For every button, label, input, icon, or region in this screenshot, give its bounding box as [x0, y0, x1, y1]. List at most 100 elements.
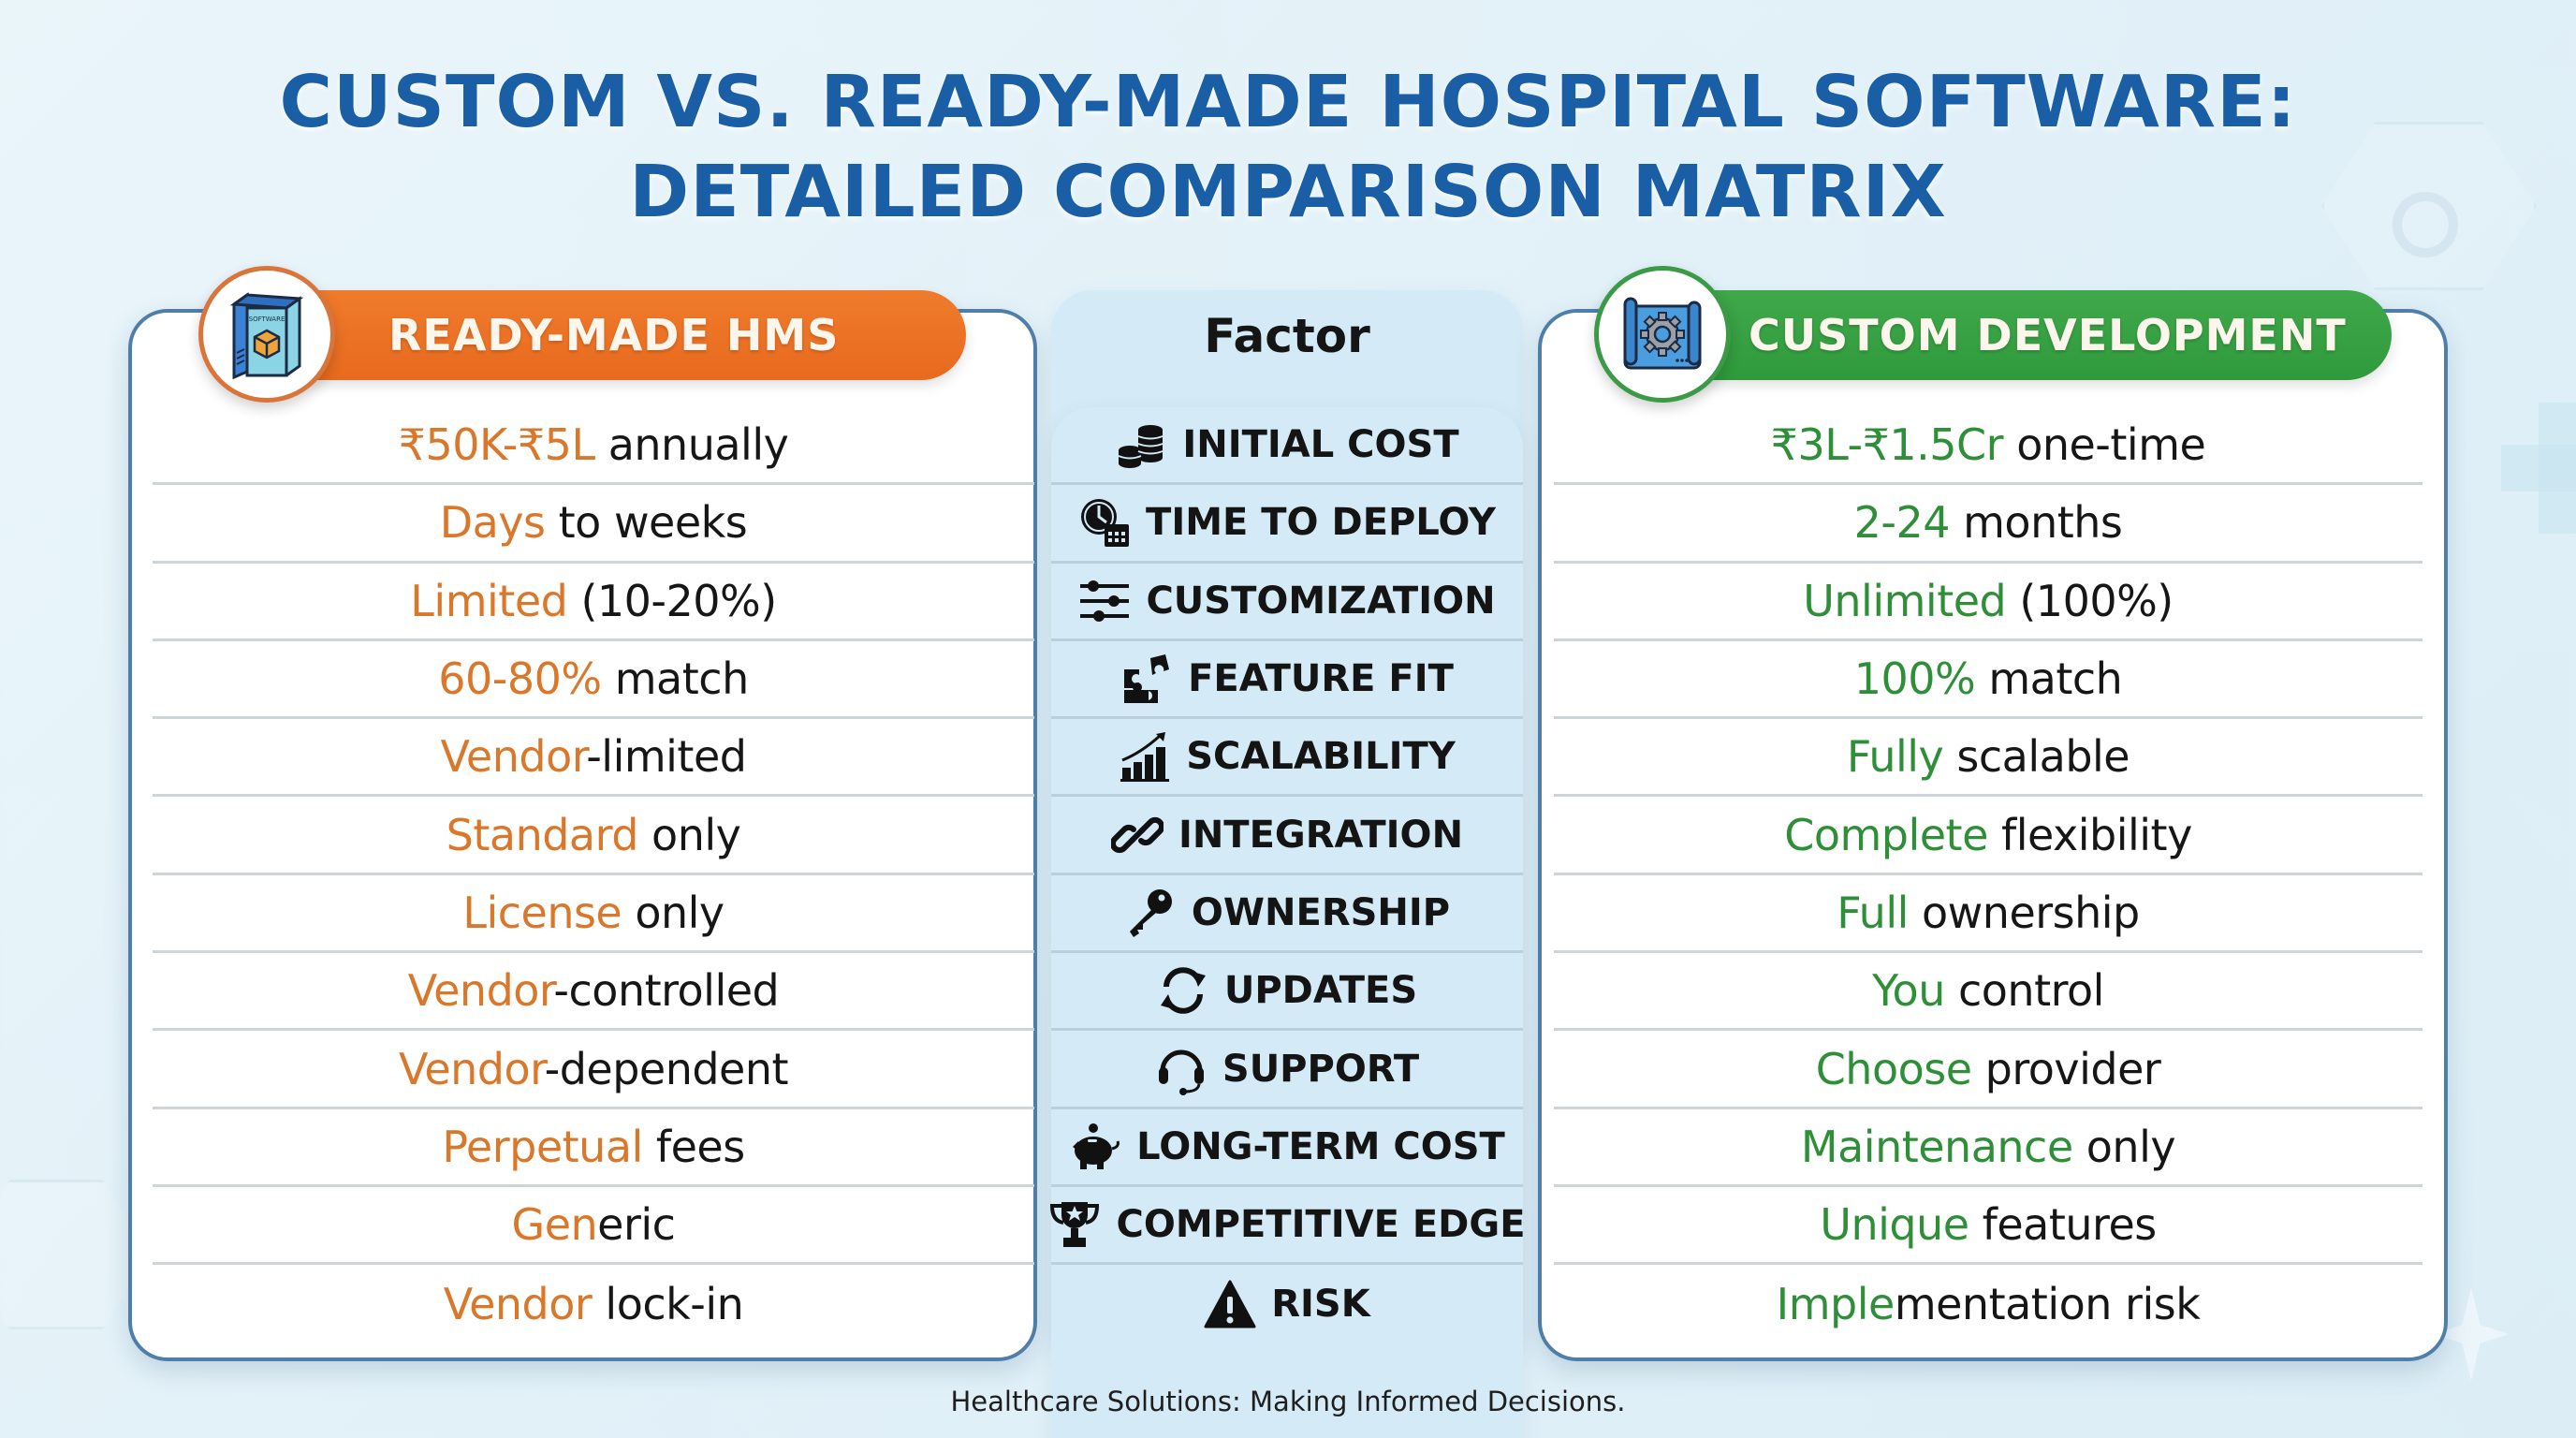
factor-row: RISK [1051, 1265, 1523, 1343]
factor-row: TIME TO DEPLOY [1051, 485, 1523, 564]
custom-value: Implementation risk [1776, 1278, 2201, 1329]
table-row: ₹3L-₹1.5Cr one-time [1554, 407, 2422, 486]
ready-made-value: Limited (10-20%) [410, 575, 777, 626]
factor-label: CUSTOMIZATION [1146, 579, 1496, 623]
custom-value: Choose provider [1815, 1043, 2161, 1094]
custom-value: Complete flexibility [1784, 809, 2192, 860]
factor-label: RISK [1271, 1282, 1370, 1326]
table-row: Unlimited (100%) [1554, 564, 2422, 641]
ready-made-header: READY-MADE HMS [271, 290, 966, 380]
factor-row: CUSTOMIZATION [1051, 564, 1523, 641]
custom-value: Full ownership [1837, 887, 2140, 938]
factor-label: TIME TO DEPLOY [1146, 501, 1496, 545]
table-row: Generic [153, 1187, 1034, 1266]
table-row: Full ownership [1554, 875, 2422, 954]
factor-row: SUPPORT [1051, 1031, 1523, 1109]
background-stethoscope-ring [2393, 192, 2458, 257]
custom-value: 2-24 months [1853, 497, 2123, 549]
factor-label: OWNERSHIP [1191, 890, 1451, 934]
table-row: Days to weeks [153, 485, 1034, 564]
background-hexagon [0, 1180, 150, 1329]
factor-column-header: Factor [1204, 309, 1370, 363]
table-row: Vendor lock-in [153, 1265, 1034, 1343]
custom-value: Unique features [1820, 1199, 2157, 1251]
footer-tagline: Healthcare Solutions: Making Informed De… [950, 1386, 1626, 1417]
custom-value: Fully scalable [1846, 731, 2130, 783]
custom-value: Maintenance only [1800, 1121, 2176, 1172]
factor-label: SUPPORT [1222, 1047, 1420, 1091]
ready-made-value: Vendor-limited [440, 731, 747, 783]
blueprint-gear-icon [1623, 297, 1702, 370]
ready-made-value: 60-80% match [438, 653, 749, 705]
factor-label: FEATURE FIT [1188, 657, 1454, 701]
ready-made-value: Standard only [446, 809, 741, 860]
factor-row: INTEGRATION [1051, 797, 1523, 875]
ready-made-value: License only [462, 887, 724, 938]
software-box-icon: SOFTWARE [229, 292, 304, 380]
table-row: Fully scalable [1554, 719, 2422, 798]
table-row: 60-80% match [153, 641, 1034, 720]
factor-label: COMPETITIVE EDGE [1116, 1203, 1526, 1247]
ready-made-header-label: READY-MADE HMS [388, 310, 840, 360]
trophy-icon [1050, 1202, 1100, 1248]
factor-row: UPDATES [1051, 953, 1523, 1032]
table-row: Maintenance only [1554, 1109, 2422, 1187]
growth-chart-icon [1120, 732, 1170, 783]
background-medical-cross [2501, 445, 2576, 492]
factor-row: OWNERSHIP [1051, 875, 1523, 954]
ready-made-badge: SOFTWARE [198, 266, 335, 403]
ready-made-rows: ₹50K-₹5L annually Days to weeks Limited … [153, 407, 1034, 1343]
factor-label: LONG-TERM COST [1136, 1124, 1505, 1168]
factor-label: INTEGRATION [1178, 813, 1464, 857]
refresh-icon [1160, 967, 1206, 1014]
page-title-line-1: CUSTOM VS. READY-MADE HOSPITAL SOFTWARE: [279, 61, 2297, 144]
table-row: Vendor-limited [153, 719, 1034, 798]
factor-row: COMPETITIVE EDGE [1050, 1187, 1526, 1266]
table-row: 2-24 months [1554, 485, 2422, 564]
custom-header: CUSTOM DEVELOPMENT [1619, 290, 2392, 380]
custom-value: 100% match [1853, 653, 2123, 705]
factor-row: INITIAL COST [1051, 407, 1523, 486]
factor-label: INITIAL COST [1182, 423, 1459, 467]
factor-label: UPDATES [1223, 969, 1418, 1013]
link-icon [1110, 816, 1164, 853]
coins-stack-icon [1118, 425, 1164, 469]
custom-header-label: CUSTOM DEVELOPMENT [1749, 310, 2347, 360]
ready-made-value: Vendor-dependent [398, 1043, 789, 1094]
custom-badge [1594, 266, 1731, 403]
sliders-icon [1080, 580, 1130, 622]
factor-row: LONG-TERM COST [1051, 1109, 1523, 1187]
ready-made-value: Vendor lock-in [443, 1278, 744, 1329]
table-row: Standard only [153, 797, 1034, 875]
table-row: Complete flexibility [1554, 797, 2422, 875]
factor-row: FEATURE FIT [1051, 641, 1523, 720]
warning-icon [1204, 1280, 1256, 1328]
factor-row: SCALABILITY [1051, 719, 1523, 798]
page-title-line-2: DETAILED COMPARISON MATRIX [629, 151, 1947, 234]
piggy-bank-icon [1073, 1123, 1120, 1169]
table-row: Implementation risk [1554, 1265, 2422, 1343]
ready-made-value: Vendor-controlled [407, 965, 780, 1017]
custom-rows: ₹3L-₹1.5Cr one-time 2-24 months Unlimite… [1554, 407, 2422, 1343]
ready-made-value: Generic [511, 1199, 676, 1251]
table-row: Vendor-dependent [153, 1031, 1034, 1109]
key-icon [1129, 888, 1172, 937]
page-title: CUSTOM VS. READY-MADE HOSPITAL SOFTWARE:… [0, 58, 2576, 238]
ready-made-value: Days to weeks [439, 497, 748, 549]
table-row: Limited (10-20%) [153, 564, 1034, 641]
svg-text:SOFTWARE: SOFTWARE [249, 315, 285, 323]
table-row: Unique features [1554, 1187, 2422, 1266]
custom-value: You control [1872, 965, 2104, 1017]
ready-made-value: Perpetual fees [442, 1121, 745, 1172]
table-row: You control [1554, 953, 2422, 1032]
factor-rows: INITIAL COST TIME TO DEPLOY CUSTOMIZATIO… [1050, 407, 1526, 1438]
table-row: Choose provider [1554, 1031, 2422, 1109]
ready-made-value: ₹50K-₹5L annually [398, 419, 789, 471]
clock-calendar-icon [1081, 499, 1130, 548]
table-row: 100% match [1554, 641, 2422, 720]
puzzle-icon [1124, 654, 1170, 704]
table-row: License only [153, 875, 1034, 954]
headset-icon [1158, 1049, 1204, 1095]
table-row: Perpetual fees [153, 1109, 1034, 1187]
custom-value: Unlimited (100%) [1803, 575, 2174, 626]
